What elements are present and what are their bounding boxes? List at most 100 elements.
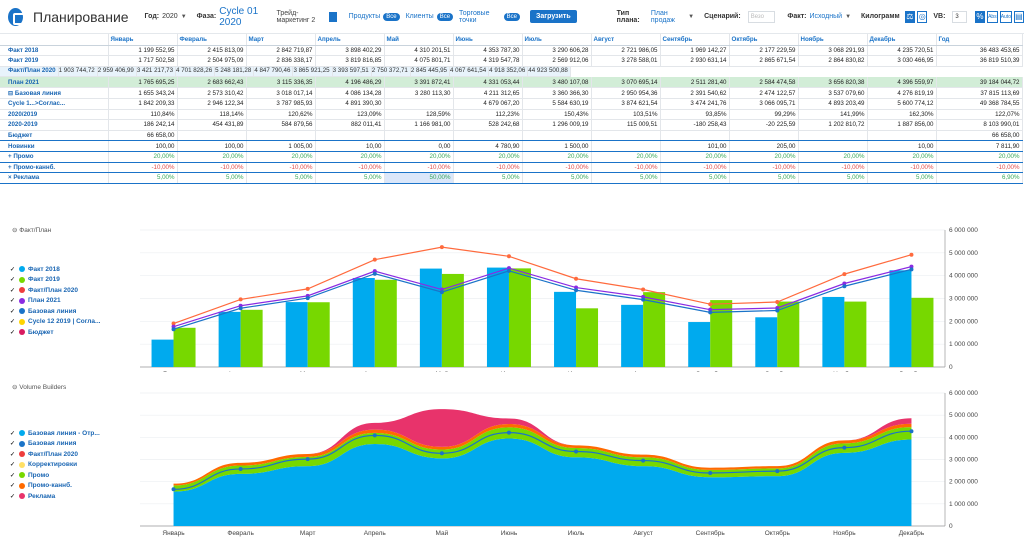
- table-cell[interactable]: [660, 130, 730, 142]
- table-cell[interactable]: 10,00: [315, 140, 385, 152]
- table-cell[interactable]: [867, 130, 937, 142]
- table-cell[interactable]: 1 655 343,24: [108, 87, 178, 99]
- table-cell[interactable]: 3 066 095,71: [729, 98, 799, 110]
- table-cell[interactable]: 20,00%: [936, 151, 1023, 163]
- table-row[interactable]: Бюджет 66 658,00 66 658,00: [0, 130, 1023, 142]
- table-cell[interactable]: -10,00%: [660, 162, 730, 174]
- vb-input[interactable]: 3: [952, 10, 967, 23]
- table-cell[interactable]: 36 819 510,39: [936, 55, 1023, 67]
- table-row[interactable]: ⊟ Базовая линия 1 655 343,24 2 573 310,42 3…: [0, 87, 1023, 99]
- table-cell[interactable]: 1 005,00: [246, 140, 316, 152]
- checkmark-icon[interactable]: ✓: [10, 308, 16, 315]
- products-all-badge[interactable]: Все: [383, 12, 400, 21]
- table-cell[interactable]: 20,00%: [246, 151, 316, 163]
- table-cell[interactable]: 3 537 079,60: [798, 87, 868, 99]
- table-cell[interactable]: 1 166 981,00: [384, 119, 454, 131]
- table-row[interactable]: Факт 2018 1 199 552,95 2 415 813,09 2 842 7…: [0, 45, 1023, 57]
- table-cell[interactable]: 454 431,89: [177, 119, 247, 131]
- legend-item[interactable]: ✓ Промо-каннб.: [10, 481, 100, 492]
- table-cell[interactable]: [384, 98, 454, 110]
- table-cell[interactable]: 5,00%: [522, 172, 592, 184]
- collapse-icon[interactable]: ⊖: [12, 384, 20, 391]
- row-label[interactable]: Факт 2018: [0, 45, 109, 57]
- checkmark-icon[interactable]: ✓: [10, 287, 16, 294]
- row-label[interactable]: Факт/План 2020: [0, 66, 59, 78]
- column-header[interactable]: Май: [384, 34, 454, 46]
- legend-item[interactable]: ✓ Базовая линия: [10, 439, 100, 450]
- table-cell[interactable]: 3 819 816,85: [315, 55, 385, 67]
- checkmark-icon[interactable]: ✓: [10, 472, 16, 479]
- row-label[interactable]: Новинки: [0, 140, 109, 152]
- table-cell[interactable]: 3 070 695,14: [591, 77, 661, 89]
- table-cell[interactable]: 2 930 631,14: [660, 55, 730, 67]
- table-cell[interactable]: 3 874 621,54: [591, 98, 661, 110]
- column-header[interactable]: Год: [936, 34, 1023, 46]
- table-cell[interactable]: 10,00: [867, 140, 937, 152]
- load-button[interactable]: Загрузить: [529, 10, 577, 23]
- table-cell[interactable]: 20,00%: [729, 151, 799, 163]
- table-cell[interactable]: 4 353 787,30: [453, 45, 523, 57]
- table-cell[interactable]: 49 368 784,55: [936, 98, 1023, 110]
- table-cell[interactable]: -20 225,59: [729, 119, 799, 131]
- table-cell[interactable]: 1 717 502,58: [108, 55, 178, 67]
- table-cell[interactable]: 186 242,14: [108, 119, 178, 131]
- table-cell[interactable]: [177, 130, 247, 142]
- column-header[interactable]: Декабрь: [867, 34, 937, 46]
- column-header[interactable]: [0, 34, 109, 46]
- table-cell[interactable]: 3 280 113,30: [384, 87, 454, 99]
- auto-toggle[interactable]: Auto: [999, 10, 1012, 23]
- table-cell[interactable]: -10,00%: [453, 162, 523, 174]
- checkmark-icon[interactable]: ✓: [10, 298, 16, 305]
- table-cell[interactable]: 150,43%: [522, 109, 592, 121]
- table-cell[interactable]: 2 842 719,87: [246, 45, 316, 57]
- table-cell[interactable]: 20,00%: [660, 151, 730, 163]
- table-cell[interactable]: 4 701 828,26: [176, 66, 216, 78]
- table-cell[interactable]: 4 067 641,54: [450, 66, 490, 78]
- legend-item[interactable]: ✓ План 2021: [10, 296, 100, 307]
- legend-item[interactable]: ✓ Промо: [10, 470, 100, 481]
- table-cell[interactable]: 162,30%: [867, 109, 937, 121]
- column-header[interactable]: Январь: [108, 34, 178, 46]
- table-cell[interactable]: 20,00%: [177, 151, 247, 163]
- table-cell[interactable]: 3 480 107,08: [522, 77, 592, 89]
- table-cell[interactable]: 4 891 390,30: [315, 98, 385, 110]
- table-cell[interactable]: 101,00: [660, 140, 730, 152]
- table-cell[interactable]: -10,00%: [591, 162, 661, 174]
- table-cell[interactable]: 3 068 291,93: [798, 45, 868, 57]
- table-cell[interactable]: 4 086 134,28: [315, 87, 385, 99]
- table-cell[interactable]: 1 903 744,72: [58, 66, 98, 78]
- table-cell[interactable]: 2 845 445,95: [410, 66, 451, 78]
- table-cell[interactable]: -10,00%: [729, 162, 799, 174]
- table-cell[interactable]: -10,00%: [315, 162, 385, 174]
- table-cell[interactable]: 4 893 203,49: [798, 98, 868, 110]
- scale-icon[interactable]: ⚖: [904, 10, 916, 23]
- fact-select[interactable]: Исходный ▼: [809, 13, 851, 20]
- table-cell[interactable]: 1 842 209,33: [108, 98, 178, 110]
- table-cell[interactable]: 3 393 597,51: [332, 66, 372, 78]
- table-cell[interactable]: 4 396 559,97: [867, 77, 937, 89]
- table-cell[interactable]: -10,00%: [798, 162, 868, 174]
- column-header[interactable]: Октябрь: [729, 34, 799, 46]
- table-cell[interactable]: [591, 140, 661, 152]
- checkmark-icon[interactable]: ✓: [10, 493, 16, 500]
- table-cell[interactable]: 2 504 975,09: [177, 55, 247, 67]
- table-cell[interactable]: 8 103 990,01: [936, 119, 1023, 131]
- table-row[interactable]: Cycle 1...>Соглас... 1 842 209,33 2 946 12…: [0, 98, 1023, 110]
- table-cell[interactable]: 2 950 954,36: [591, 87, 661, 99]
- table-cell[interactable]: 5,00%: [315, 172, 385, 184]
- table-cell[interactable]: 5,00%: [798, 172, 868, 184]
- table-cell[interactable]: 2 569 912,06: [522, 55, 592, 67]
- table-cell[interactable]: 2 836 338,17: [246, 55, 316, 67]
- table-cell[interactable]: 4 075 801,71: [384, 55, 454, 67]
- table-cell[interactable]: 2 959 406,99: [97, 66, 137, 78]
- table-row[interactable]: Факт/План 2020 1 903 744,72 2 959 406,99 3 …: [0, 66, 571, 78]
- row-label[interactable]: × Реклама: [0, 172, 109, 184]
- row-label[interactable]: Факт 2019: [0, 55, 109, 67]
- phase-dropdown-button[interactable]: [329, 11, 337, 22]
- table-cell[interactable]: 20,00%: [867, 151, 937, 163]
- row-label[interactable]: ⊟ Базовая линия: [0, 87, 109, 99]
- table-cell[interactable]: 2 177 229,59: [729, 45, 799, 57]
- table-cell[interactable]: 3 360 366,30: [522, 87, 592, 99]
- checkmark-icon[interactable]: ✓: [10, 451, 16, 458]
- table-cell[interactable]: 205,00: [729, 140, 799, 152]
